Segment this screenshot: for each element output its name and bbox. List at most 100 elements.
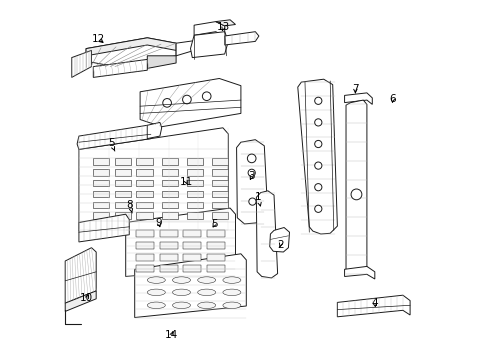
Bar xyxy=(183,265,201,272)
Bar xyxy=(212,169,228,176)
Text: 7: 7 xyxy=(351,84,358,94)
Polygon shape xyxy=(86,38,176,67)
Text: 4: 4 xyxy=(371,298,377,308)
Bar xyxy=(206,265,224,272)
Bar xyxy=(206,242,224,249)
Ellipse shape xyxy=(197,302,215,309)
Bar xyxy=(115,191,131,197)
Circle shape xyxy=(163,99,171,107)
Bar xyxy=(93,180,109,186)
Circle shape xyxy=(314,162,321,169)
Bar xyxy=(136,242,154,249)
Text: 10: 10 xyxy=(80,293,93,303)
Ellipse shape xyxy=(147,277,165,283)
Text: 13: 13 xyxy=(217,22,230,32)
Bar xyxy=(115,158,131,165)
Text: 1: 1 xyxy=(254,192,261,206)
Text: 12: 12 xyxy=(92,34,105,44)
Circle shape xyxy=(247,154,256,163)
Text: 6: 6 xyxy=(389,94,395,104)
Polygon shape xyxy=(134,254,246,318)
Polygon shape xyxy=(147,56,176,68)
Polygon shape xyxy=(346,100,366,274)
Bar xyxy=(186,202,203,208)
Text: 8: 8 xyxy=(126,200,133,213)
Ellipse shape xyxy=(172,277,190,283)
Bar xyxy=(136,180,152,186)
Polygon shape xyxy=(86,38,176,56)
Ellipse shape xyxy=(172,302,190,309)
Polygon shape xyxy=(147,122,162,139)
Polygon shape xyxy=(190,32,228,58)
Polygon shape xyxy=(65,248,96,303)
Circle shape xyxy=(202,92,211,100)
Bar xyxy=(212,180,228,186)
Bar xyxy=(212,202,228,208)
Ellipse shape xyxy=(147,302,165,309)
Polygon shape xyxy=(72,50,91,77)
Bar xyxy=(136,158,152,165)
Bar xyxy=(162,158,178,165)
Polygon shape xyxy=(65,291,96,311)
Bar xyxy=(136,230,154,237)
Bar xyxy=(186,180,203,186)
Circle shape xyxy=(314,205,321,212)
Polygon shape xyxy=(236,140,267,224)
Polygon shape xyxy=(77,125,151,149)
Polygon shape xyxy=(344,93,371,104)
Polygon shape xyxy=(215,20,235,26)
Bar xyxy=(183,254,201,261)
Polygon shape xyxy=(125,208,235,276)
Bar xyxy=(160,230,178,237)
Polygon shape xyxy=(256,191,277,278)
Polygon shape xyxy=(224,32,258,45)
Ellipse shape xyxy=(197,277,215,283)
Bar xyxy=(93,158,109,165)
Bar xyxy=(206,254,224,261)
Bar xyxy=(136,254,154,261)
Ellipse shape xyxy=(223,289,241,296)
Bar xyxy=(136,265,154,272)
Bar xyxy=(212,191,228,197)
Polygon shape xyxy=(140,78,241,127)
Text: 5: 5 xyxy=(211,219,218,229)
Bar xyxy=(160,254,178,261)
Ellipse shape xyxy=(223,302,241,309)
Bar xyxy=(115,212,131,219)
Bar xyxy=(162,169,178,176)
Bar xyxy=(212,158,228,165)
Text: 2: 2 xyxy=(277,240,283,250)
Bar xyxy=(162,191,178,197)
Circle shape xyxy=(182,95,191,104)
Polygon shape xyxy=(79,128,228,230)
Bar xyxy=(162,212,178,219)
Bar xyxy=(136,202,152,208)
Bar xyxy=(160,242,178,249)
Bar xyxy=(136,191,152,197)
Bar xyxy=(186,191,203,197)
Bar xyxy=(186,169,203,176)
Bar xyxy=(183,242,201,249)
Circle shape xyxy=(314,119,321,126)
Bar xyxy=(162,180,178,186)
Bar xyxy=(93,202,109,208)
Bar xyxy=(206,230,224,237)
Polygon shape xyxy=(93,59,147,77)
Bar xyxy=(212,212,228,219)
Bar xyxy=(186,212,203,219)
Polygon shape xyxy=(194,22,224,36)
Bar xyxy=(115,180,131,186)
Polygon shape xyxy=(344,266,374,279)
Bar xyxy=(93,191,109,197)
Circle shape xyxy=(248,198,256,205)
Circle shape xyxy=(314,97,321,104)
Text: 5: 5 xyxy=(108,138,115,151)
Text: 9: 9 xyxy=(155,218,162,228)
Bar xyxy=(160,265,178,272)
Bar xyxy=(162,202,178,208)
Polygon shape xyxy=(297,79,337,234)
Polygon shape xyxy=(269,228,289,252)
Circle shape xyxy=(350,189,361,200)
Text: 14: 14 xyxy=(165,330,178,340)
Ellipse shape xyxy=(172,289,190,296)
